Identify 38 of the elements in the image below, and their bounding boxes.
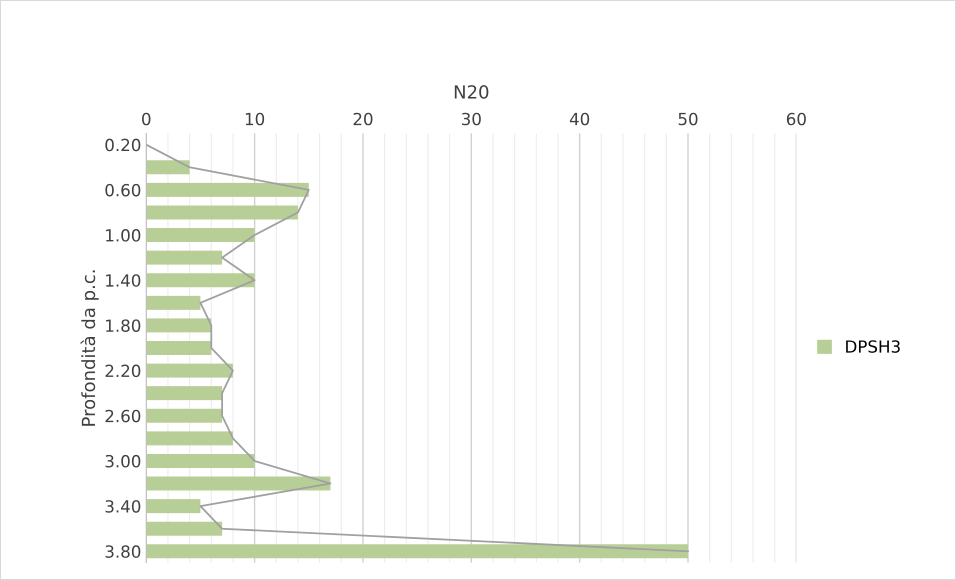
bar (146, 296, 200, 310)
y-tick-label: 1.40 (106, 274, 140, 287)
bar (146, 431, 233, 446)
x-tick-label: 50 (678, 112, 698, 126)
y-axis-title: Profondità da p.c. (80, 270, 99, 426)
bar (146, 160, 190, 174)
bar (146, 454, 255, 468)
bar (146, 182, 309, 197)
y-tick-label: 1.80 (106, 319, 140, 332)
bar (146, 544, 688, 558)
bar (146, 386, 222, 400)
legend-label: DPSH3 (846, 340, 900, 353)
x-tick-label: 10 (246, 112, 264, 126)
x-tick-label: 0 (142, 112, 150, 126)
bar (146, 318, 212, 332)
x-axis-title: N20 (454, 85, 488, 99)
y-tick-label: 0.20 (105, 138, 140, 152)
y-tick-label: 3.00 (106, 454, 140, 468)
x-tick-label: 60 (786, 112, 806, 126)
y-tick-label: 2.60 (106, 410, 140, 422)
bar (146, 228, 255, 242)
y-tick-label: 2.20 (106, 364, 140, 378)
y-tick-label: 1.00 (106, 229, 140, 242)
bar (146, 340, 212, 356)
bar (146, 205, 298, 220)
bar (146, 364, 233, 378)
y-tick-label: 0.60 (105, 184, 140, 196)
x-tick-label: 30 (462, 112, 481, 126)
y-tick-label: 3.40 (106, 500, 140, 513)
bar (146, 273, 255, 288)
bar (146, 499, 200, 514)
y-tick-label: 3.80 (106, 545, 140, 558)
bar (146, 476, 330, 491)
x-tick-label: 20 (354, 112, 372, 126)
bar (146, 250, 222, 265)
bar (146, 408, 222, 423)
bar (146, 522, 222, 536)
x-tick-label: 40 (570, 112, 590, 126)
